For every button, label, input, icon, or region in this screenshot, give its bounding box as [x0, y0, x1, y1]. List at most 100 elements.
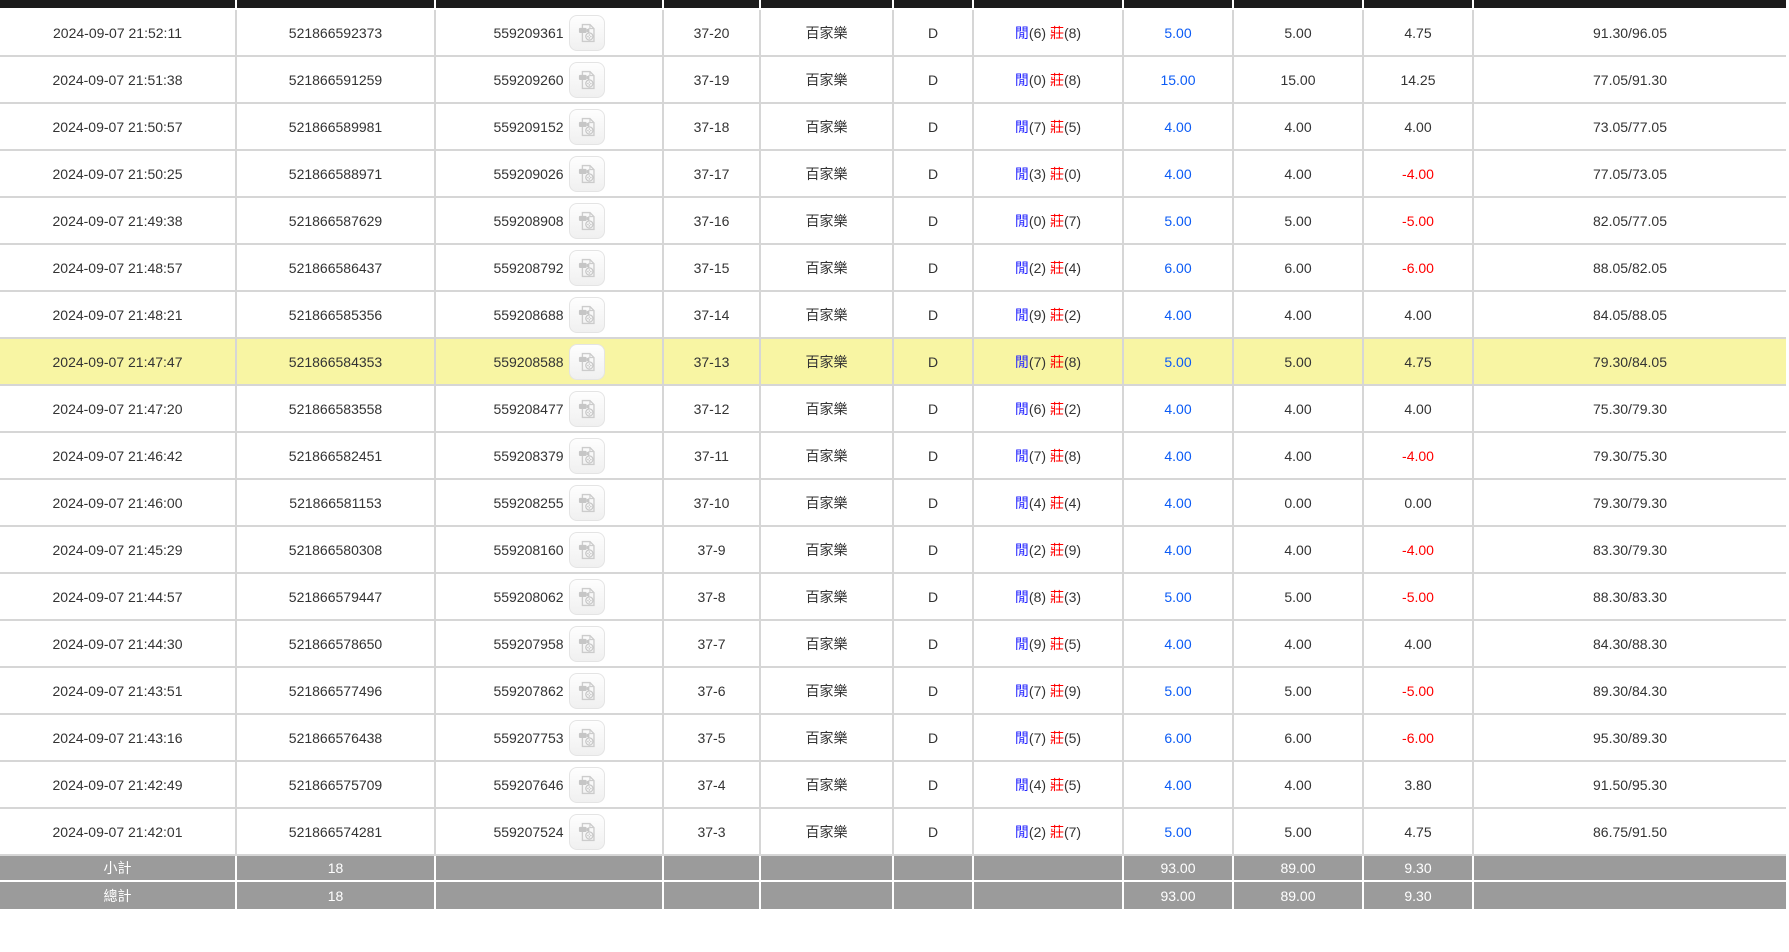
round-id-text: 559208477	[493, 400, 564, 417]
cell-result: 閒(6) 莊(2)	[972, 384, 1124, 433]
video-replay-button[interactable]	[568, 390, 605, 427]
table-row[interactable]: 2024-09-07 21:46:42 521866582451 5592083…	[0, 431, 1786, 480]
video-replay-button[interactable]	[568, 672, 605, 709]
cell-win-loss: 4.00	[1362, 102, 1474, 151]
cell-balance: 82.05/77.05	[1472, 196, 1786, 245]
table-row[interactable]: 2024-09-07 21:50:25 521866588971 5592090…	[0, 149, 1786, 198]
cell-game: 百家樂	[759, 337, 894, 386]
cell-bet: 4.00	[1122, 102, 1234, 151]
player-score: (9)	[1028, 306, 1047, 323]
cell-bet: 4.00	[1122, 619, 1234, 668]
table-row[interactable]: 2024-09-07 21:44:30 521866578650 5592079…	[0, 619, 1786, 668]
player-score: (2)	[1028, 259, 1047, 276]
video-replay-button[interactable]	[568, 14, 605, 51]
video-file-icon	[578, 728, 595, 747]
cell-balance: 89.30/84.30	[1472, 666, 1786, 715]
table-row[interactable]: 2024-09-07 21:42:01 521866574281 5592075…	[0, 807, 1786, 856]
banker-label: 莊	[1049, 541, 1064, 558]
video-replay-button[interactable]	[568, 625, 605, 662]
cell-table: D	[892, 478, 974, 527]
cell-win-loss: -4.00	[1362, 149, 1474, 198]
video-replay-button[interactable]	[568, 296, 605, 333]
banker-score: (8)	[1063, 353, 1082, 370]
video-replay-button[interactable]	[568, 202, 605, 239]
cell-table: D	[892, 807, 974, 856]
video-replay-button[interactable]	[568, 108, 605, 145]
video-replay-button[interactable]	[568, 719, 605, 756]
column-header-result	[972, 0, 1124, 10]
cell-result: 閒(2) 莊(7)	[972, 807, 1124, 856]
banker-score: (0)	[1063, 165, 1082, 182]
video-replay-button[interactable]	[568, 155, 605, 192]
video-file-icon	[578, 23, 595, 42]
round-id-text: 559207958	[493, 635, 564, 652]
video-replay-button[interactable]	[568, 578, 605, 615]
table-header-strip	[0, 0, 1786, 10]
table-row[interactable]: 2024-09-07 21:47:20 521866583558 5592084…	[0, 384, 1786, 433]
cell-bet: 4.00	[1122, 760, 1234, 809]
cell-valid-bet: 4.00	[1232, 290, 1364, 339]
round-id-text: 559208908	[493, 212, 564, 229]
table-row[interactable]: 2024-09-07 21:49:38 521866587629 5592089…	[0, 196, 1786, 245]
table-row[interactable]: 2024-09-07 21:46:00 521866581153 5592082…	[0, 478, 1786, 527]
player-label: 閒	[1014, 729, 1029, 746]
cell-shoe-round: 37-18	[662, 102, 761, 151]
cell-win-loss: -4.00	[1362, 431, 1474, 480]
round-id-text: 559209361	[493, 24, 564, 41]
cell-result: 閒(3) 莊(0)	[972, 149, 1124, 198]
table-row[interactable]: 2024-09-07 21:52:11 521866592373 5592093…	[0, 8, 1786, 57]
table-row[interactable]: 2024-09-07 21:50:57 521866589981 5592091…	[0, 102, 1786, 151]
video-file-icon	[578, 587, 595, 606]
table-row[interactable]: 2024-09-07 21:51:38 521866591259 5592092…	[0, 55, 1786, 104]
player-score: (2)	[1028, 823, 1047, 840]
player-label: 閒	[1014, 118, 1029, 135]
video-file-icon	[578, 681, 595, 700]
banker-label: 莊	[1049, 24, 1064, 41]
player-score: (6)	[1028, 24, 1047, 41]
video-replay-button[interactable]	[568, 249, 605, 286]
cell-bet: 5.00	[1122, 196, 1234, 245]
banker-score: (8)	[1063, 447, 1082, 464]
video-replay-button[interactable]	[568, 484, 605, 521]
cell-win-loss: 4.00	[1362, 619, 1474, 668]
cell-valid-bet: 5.00	[1232, 666, 1364, 715]
cell-bet: 5.00	[1122, 666, 1234, 715]
table-row[interactable]: 2024-09-07 21:48:57 521866586437 5592087…	[0, 243, 1786, 292]
video-replay-button[interactable]	[568, 343, 605, 380]
round-id-text: 559207753	[493, 729, 564, 746]
video-replay-button[interactable]	[568, 437, 605, 474]
cell-result: 閒(8) 莊(3)	[972, 572, 1124, 621]
video-file-icon	[578, 164, 595, 183]
cell-shoe-round: 37-8	[662, 572, 761, 621]
table-row[interactable]: 2024-09-07 21:48:21 521866585356 5592086…	[0, 290, 1786, 339]
cell-round-id: 559209026	[434, 149, 664, 198]
video-file-icon	[578, 446, 595, 465]
cell-game: 百家樂	[759, 55, 894, 104]
round-id-text: 559208792	[493, 259, 564, 276]
table-row[interactable]: 2024-09-07 21:44:57 521866579447 5592080…	[0, 572, 1786, 621]
cell-bet: 5.00	[1122, 8, 1234, 57]
video-replay-button[interactable]	[568, 531, 605, 568]
banker-label: 莊	[1049, 776, 1064, 793]
cell-balance: 75.30/79.30	[1472, 384, 1786, 433]
banker-score: (5)	[1063, 776, 1082, 793]
video-replay-button[interactable]	[568, 766, 605, 803]
cell-order-id: 521866580308	[235, 525, 436, 574]
table-row[interactable]: 2024-09-07 21:43:16 521866576438 5592077…	[0, 713, 1786, 762]
video-file-icon	[578, 540, 595, 559]
table-row[interactable]: 2024-09-07 21:47:47 521866584353 5592085…	[0, 337, 1786, 386]
video-replay-button[interactable]	[568, 61, 605, 98]
banker-label: 莊	[1049, 212, 1064, 229]
table-body: 2024-09-07 21:52:11 521866592373 5592093…	[0, 8, 1786, 856]
banker-score: (4)	[1063, 259, 1082, 276]
banker-label: 莊	[1049, 682, 1064, 699]
player-score: (7)	[1028, 682, 1047, 699]
total-label: 總計	[0, 880, 237, 909]
table-row[interactable]: 2024-09-07 21:45:29 521866580308 5592081…	[0, 525, 1786, 574]
table-row[interactable]: 2024-09-07 21:42:49 521866575709 5592076…	[0, 760, 1786, 809]
cell-balance: 86.75/91.50	[1472, 807, 1786, 856]
banker-label: 莊	[1049, 635, 1064, 652]
video-replay-button[interactable]	[568, 813, 605, 850]
table-row[interactable]: 2024-09-07 21:43:51 521866577496 5592078…	[0, 666, 1786, 715]
cell-result: 閒(7) 莊(8)	[972, 337, 1124, 386]
